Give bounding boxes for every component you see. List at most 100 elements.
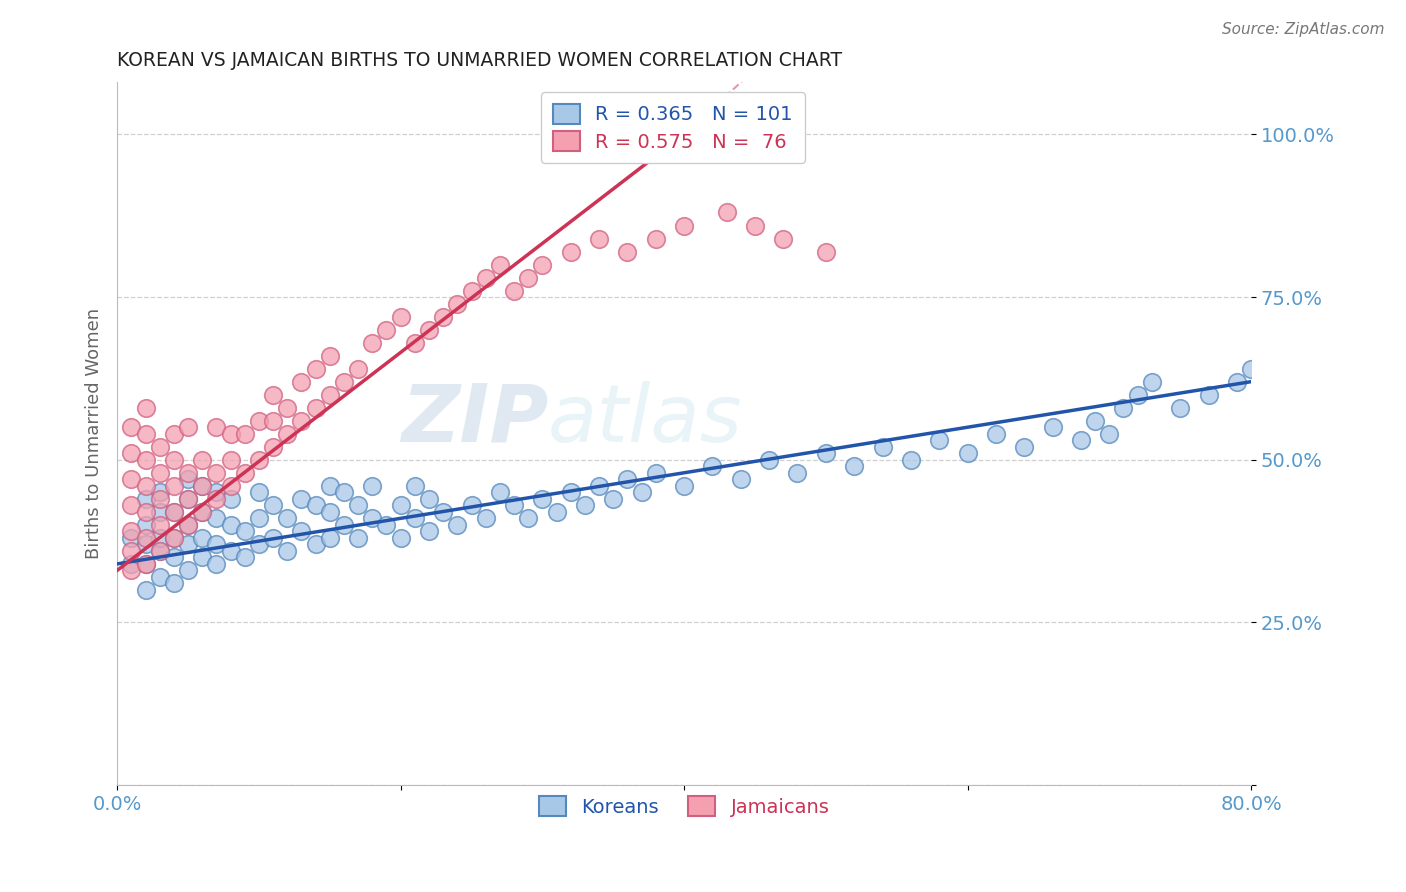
Point bbox=[389, 531, 412, 545]
Point bbox=[205, 466, 228, 480]
Point bbox=[290, 524, 312, 539]
Point bbox=[233, 524, 256, 539]
Point bbox=[262, 387, 284, 401]
Point bbox=[1084, 414, 1107, 428]
Point bbox=[432, 505, 454, 519]
Point bbox=[219, 452, 242, 467]
Point bbox=[276, 401, 298, 415]
Text: ZIP: ZIP bbox=[401, 381, 548, 458]
Legend: Koreans, Jamaicans: Koreans, Jamaicans bbox=[530, 789, 838, 824]
Point bbox=[333, 485, 356, 500]
Point bbox=[262, 440, 284, 454]
Point bbox=[135, 537, 157, 551]
Point bbox=[304, 537, 326, 551]
Point bbox=[702, 459, 724, 474]
Point bbox=[531, 491, 554, 506]
Point bbox=[844, 459, 866, 474]
Point bbox=[191, 452, 214, 467]
Point bbox=[191, 505, 214, 519]
Point bbox=[290, 414, 312, 428]
Point bbox=[163, 531, 186, 545]
Point bbox=[163, 426, 186, 441]
Point bbox=[149, 517, 172, 532]
Point bbox=[233, 550, 256, 565]
Point bbox=[219, 426, 242, 441]
Point bbox=[219, 479, 242, 493]
Point bbox=[290, 491, 312, 506]
Point bbox=[205, 485, 228, 500]
Point bbox=[205, 491, 228, 506]
Point bbox=[205, 511, 228, 525]
Point bbox=[177, 491, 200, 506]
Point bbox=[205, 420, 228, 434]
Point bbox=[1198, 387, 1220, 401]
Point bbox=[163, 452, 186, 467]
Point bbox=[177, 537, 200, 551]
Point bbox=[149, 531, 172, 545]
Point bbox=[602, 491, 624, 506]
Point bbox=[446, 517, 468, 532]
Y-axis label: Births to Unmarried Women: Births to Unmarried Women bbox=[86, 308, 103, 559]
Point bbox=[588, 479, 610, 493]
Point bbox=[135, 426, 157, 441]
Point bbox=[319, 479, 342, 493]
Point bbox=[560, 485, 582, 500]
Point bbox=[262, 414, 284, 428]
Point bbox=[503, 498, 526, 512]
Point bbox=[276, 426, 298, 441]
Point bbox=[163, 550, 186, 565]
Point bbox=[1042, 420, 1064, 434]
Point bbox=[120, 498, 142, 512]
Point bbox=[163, 531, 186, 545]
Point bbox=[375, 517, 398, 532]
Point bbox=[418, 491, 440, 506]
Point bbox=[177, 517, 200, 532]
Point bbox=[120, 544, 142, 558]
Point bbox=[219, 517, 242, 532]
Point bbox=[163, 576, 186, 591]
Point bbox=[149, 544, 172, 558]
Point bbox=[786, 466, 808, 480]
Point bbox=[262, 498, 284, 512]
Point bbox=[233, 466, 256, 480]
Point bbox=[347, 531, 370, 545]
Point bbox=[517, 511, 540, 525]
Point bbox=[135, 452, 157, 467]
Point bbox=[163, 505, 186, 519]
Point bbox=[304, 498, 326, 512]
Point bbox=[758, 452, 780, 467]
Point bbox=[191, 479, 214, 493]
Point bbox=[135, 557, 157, 571]
Point bbox=[361, 479, 384, 493]
Point bbox=[1112, 401, 1135, 415]
Point bbox=[149, 466, 172, 480]
Point bbox=[276, 511, 298, 525]
Point bbox=[474, 270, 496, 285]
Point bbox=[120, 446, 142, 460]
Point bbox=[418, 323, 440, 337]
Point bbox=[984, 426, 1007, 441]
Text: atlas: atlas bbox=[548, 381, 742, 458]
Point bbox=[120, 524, 142, 539]
Point bbox=[135, 582, 157, 597]
Point bbox=[120, 420, 142, 434]
Point bbox=[1168, 401, 1191, 415]
Point bbox=[333, 375, 356, 389]
Point bbox=[900, 452, 922, 467]
Point bbox=[772, 231, 794, 245]
Point bbox=[135, 505, 157, 519]
Point bbox=[616, 472, 638, 486]
Point bbox=[588, 231, 610, 245]
Point bbox=[1098, 426, 1121, 441]
Point bbox=[333, 517, 356, 532]
Point bbox=[361, 511, 384, 525]
Point bbox=[177, 420, 200, 434]
Point bbox=[644, 231, 666, 245]
Point bbox=[361, 335, 384, 350]
Point bbox=[149, 491, 172, 506]
Point bbox=[247, 537, 270, 551]
Point bbox=[814, 244, 837, 259]
Point bbox=[432, 310, 454, 324]
Point bbox=[560, 244, 582, 259]
Point bbox=[319, 387, 342, 401]
